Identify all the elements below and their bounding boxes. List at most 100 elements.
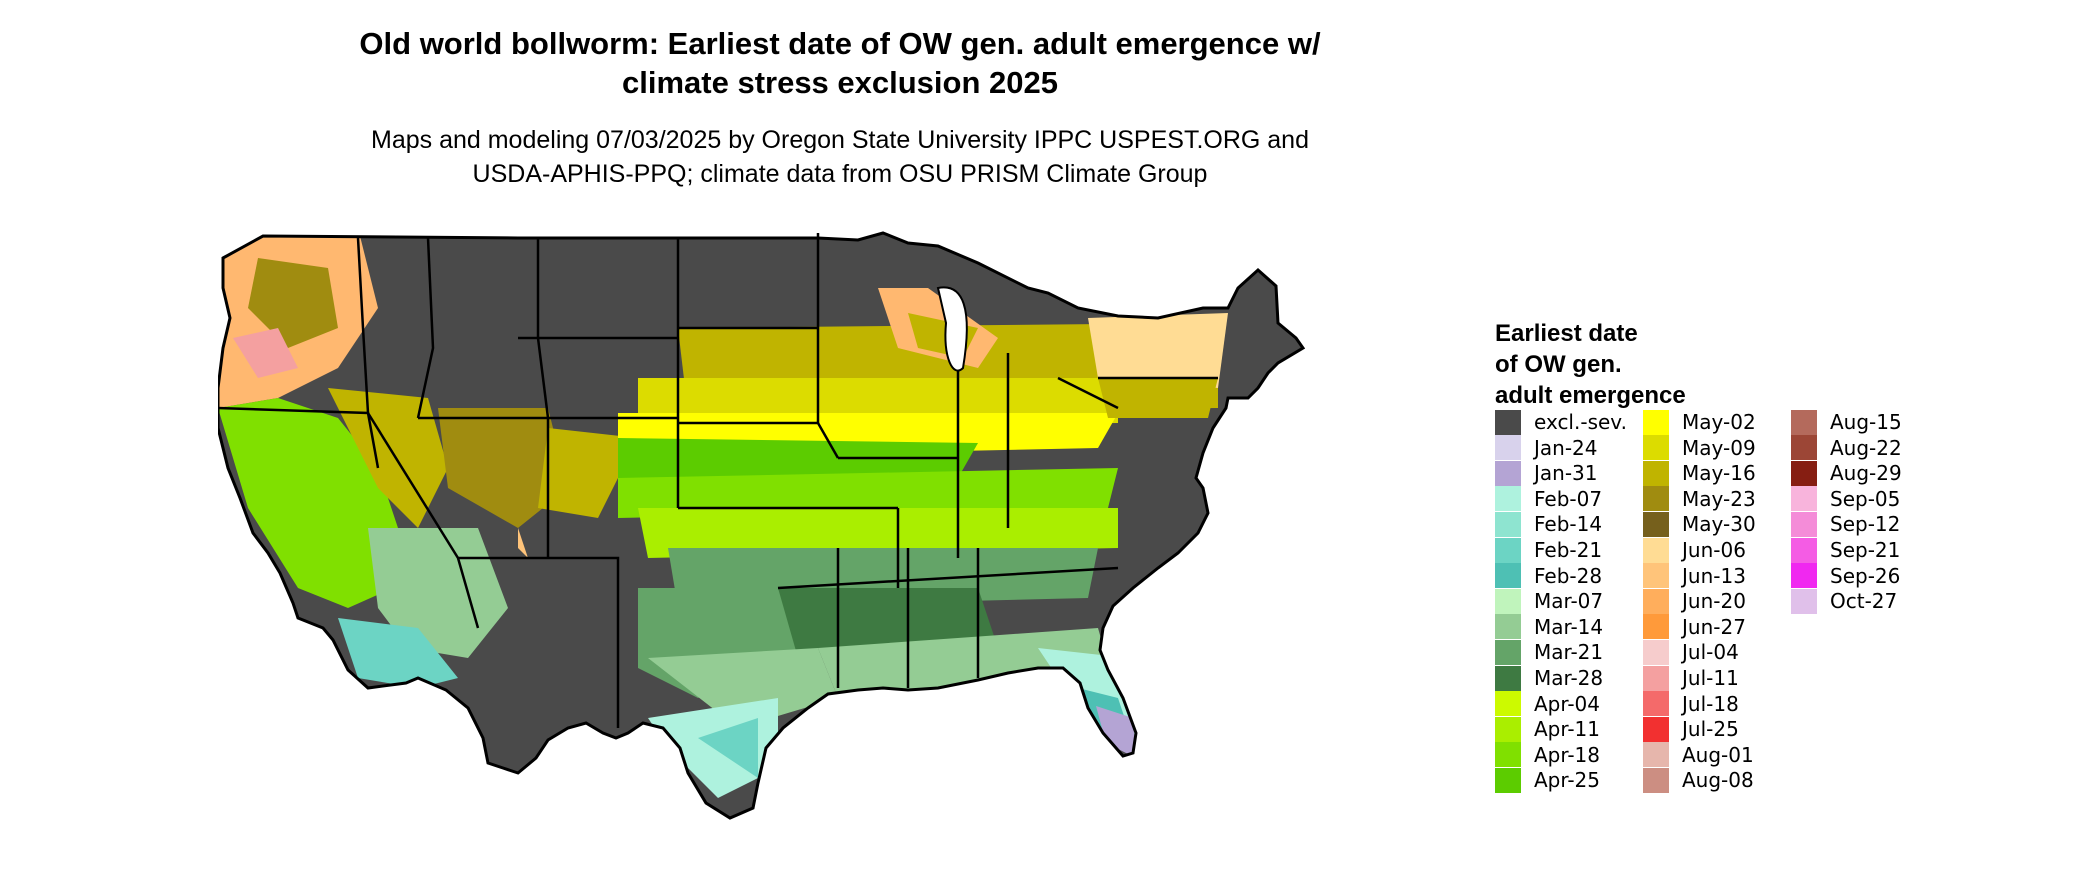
legend-item: May-30 <box>1643 511 1756 537</box>
legend-item: Mar-07 <box>1495 588 1603 614</box>
legend-swatch <box>1495 537 1521 563</box>
legend-item: May-02 <box>1643 409 1756 435</box>
legend-label: Jul-04 <box>1682 640 1739 665</box>
legend-swatch <box>1643 486 1669 512</box>
subtitle-line-2: USDA-APHIS-PPQ; climate data from OSU PR… <box>472 160 1208 188</box>
legend-swatch <box>1791 486 1817 512</box>
legend-label: Aug-15 <box>1830 410 1902 434</box>
legend-item: Sep-12 <box>1791 511 1901 537</box>
legend-item: May-09 <box>1643 435 1756 461</box>
legend-swatch <box>1495 511 1521 537</box>
legend-label: Jun-06 <box>1682 538 1746 562</box>
legend-label: May-09 <box>1682 435 1756 460</box>
legend-swatch <box>1791 511 1817 537</box>
legend-item: Apr-04 <box>1495 691 1600 717</box>
legend-swatch <box>1643 614 1669 640</box>
legend-label: Feb-14 <box>1534 512 1603 537</box>
legend-swatch <box>1495 435 1521 461</box>
legend-label: Oct-27 <box>1830 589 1898 614</box>
legend-swatch <box>1643 511 1669 537</box>
legend-label: Sep-12 <box>1830 512 1901 537</box>
legend-label: Aug-08 <box>1682 768 1754 793</box>
legend-item: Feb-07 <box>1495 486 1602 512</box>
legend-label: Jun-13 <box>1682 563 1746 588</box>
legend-label: Jun-27 <box>1682 614 1746 639</box>
legend-item: excl.-sev. <box>1495 409 1627 435</box>
legend-swatch <box>1495 767 1521 793</box>
legend-label: Apr-25 <box>1534 768 1600 793</box>
legend-title-line-1: Earliest date <box>1495 320 1638 347</box>
legend-label: Aug-29 <box>1830 461 1902 486</box>
legend-swatch <box>1791 588 1817 614</box>
legend-label: excl.-sev. <box>1534 410 1627 434</box>
legend-title-line-3: adult emergence <box>1495 382 1686 409</box>
legend-item: Jul-11 <box>1643 665 1739 691</box>
legend-swatch <box>1643 639 1669 665</box>
legend-swatch <box>1643 716 1669 742</box>
legend-label: Sep-26 <box>1830 563 1901 588</box>
legend-swatch <box>1495 639 1521 665</box>
legend-swatch <box>1643 588 1669 614</box>
legend-swatch <box>1791 460 1817 486</box>
legend-swatch <box>1791 537 1817 563</box>
legend-swatch <box>1643 691 1669 717</box>
legend-label: May-02 <box>1682 410 1756 434</box>
legend-swatch <box>1643 767 1669 793</box>
legend-swatch <box>1495 588 1521 614</box>
legend-swatch <box>1643 435 1669 461</box>
legend-swatch <box>1495 614 1521 640</box>
legend-item: Aug-08 <box>1643 767 1754 793</box>
legend-label: Aug-22 <box>1830 435 1902 460</box>
map-subtitle: Maps and modeling 07/03/2025 by Oregon S… <box>230 123 1450 191</box>
legend-item: Mar-14 <box>1495 614 1603 640</box>
legend-label: May-30 <box>1682 512 1756 537</box>
legend-item: Aug-22 <box>1791 435 1902 461</box>
legend-label: Jul-25 <box>1682 717 1739 742</box>
legend-label: Sep-05 <box>1830 486 1901 511</box>
legend-swatch <box>1643 742 1669 768</box>
legend-swatch <box>1495 716 1521 742</box>
legend-swatch <box>1791 435 1817 461</box>
legend: excl.-sev. Jan-24 Jan-31 Feb-07 Feb-14 Feb-21… <box>1495 409 1915 800</box>
legend-swatch <box>1643 409 1669 435</box>
legend-item: Jul-04 <box>1643 639 1739 665</box>
legend-swatch <box>1495 691 1521 717</box>
legend-swatch <box>1495 665 1521 691</box>
legend-swatch <box>1643 460 1669 486</box>
legend-swatch <box>1495 409 1521 435</box>
title-line-1: Old world bollworm: Earliest date of OW … <box>359 26 1321 61</box>
legend-title-line-2: of OW gen. <box>1495 351 1622 378</box>
legend-label: Feb-21 <box>1534 538 1603 562</box>
legend-label: Mar-21 <box>1534 640 1604 665</box>
legend-label: Apr-18 <box>1534 742 1600 767</box>
legend-item: Feb-28 <box>1495 563 1602 589</box>
legend-item: Jul-18 <box>1643 691 1739 717</box>
us-emergence-map <box>218 231 1306 820</box>
legend-label: Apr-04 <box>1534 691 1600 716</box>
legend-swatch <box>1643 563 1669 589</box>
legend-item: Sep-26 <box>1791 563 1901 589</box>
legend-swatch <box>1495 742 1521 768</box>
legend-item: Jan-24 <box>1495 435 1598 461</box>
legend-item: Feb-14 <box>1495 511 1603 537</box>
legend-swatch <box>1643 665 1669 691</box>
legend-item: Mar-21 <box>1495 639 1604 665</box>
legend-swatch <box>1495 563 1521 589</box>
legend-item: May-16 <box>1643 460 1756 486</box>
legend-label: Aug-01 <box>1682 742 1754 767</box>
legend-label: Mar-28 <box>1534 666 1604 690</box>
legend-item: Apr-25 <box>1495 767 1600 793</box>
legend-item: Jul-25 <box>1643 716 1739 742</box>
legend-label: May-16 <box>1682 461 1756 486</box>
title-line-2: climate stress exclusion 2025 <box>622 65 1058 100</box>
legend-label: May-23 <box>1682 486 1756 511</box>
legend-swatch <box>1791 563 1817 589</box>
legend-item: Jun-20 <box>1643 588 1746 614</box>
legend-swatch <box>1643 537 1669 563</box>
legend-label: Jan-31 <box>1534 461 1598 486</box>
legend-item: Aug-15 <box>1791 409 1902 435</box>
legend-label: Jul-18 <box>1682 691 1739 716</box>
legend-item: Jun-13 <box>1643 563 1746 589</box>
legend-item: Jun-27 <box>1643 614 1746 640</box>
subtitle-line-1: Maps and modeling 07/03/2025 by Oregon S… <box>371 126 1309 154</box>
